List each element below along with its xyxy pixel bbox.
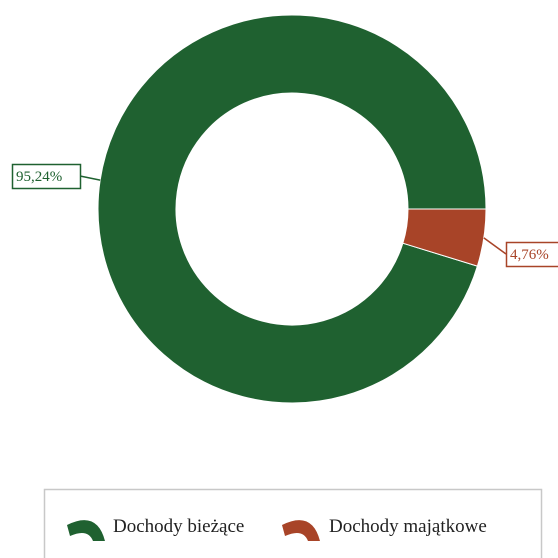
legend-swatch-1 xyxy=(282,520,320,541)
legend-item-1[interactable]: Dochody majątkowe xyxy=(282,516,487,541)
legend-item-0[interactable]: Dochody bieżące xyxy=(67,516,244,541)
leader-line-1 xyxy=(483,237,507,255)
slices-group xyxy=(97,14,487,404)
labels-group: 95,24% 4,76% xyxy=(11,163,558,268)
slice-0[interactable] xyxy=(97,14,487,404)
data-label-1: 4,76% xyxy=(483,237,558,268)
data-label-0: 95,24% xyxy=(11,163,101,190)
data-label-text-0: 95,24% xyxy=(16,169,62,185)
legend-swatch-0 xyxy=(67,520,105,541)
data-label-box-0 xyxy=(11,163,82,190)
legend-label-1: Dochody majątkowe xyxy=(329,516,487,537)
slice-1[interactable] xyxy=(402,208,487,267)
legend-label-0: Dochody bieżące xyxy=(113,516,244,537)
data-label-box-1 xyxy=(505,241,558,268)
leader-line-0 xyxy=(79,175,101,181)
data-label-text-1: 4,76% xyxy=(510,247,549,263)
legend: Dochody bieżące Dochody majątkowe xyxy=(43,488,543,558)
